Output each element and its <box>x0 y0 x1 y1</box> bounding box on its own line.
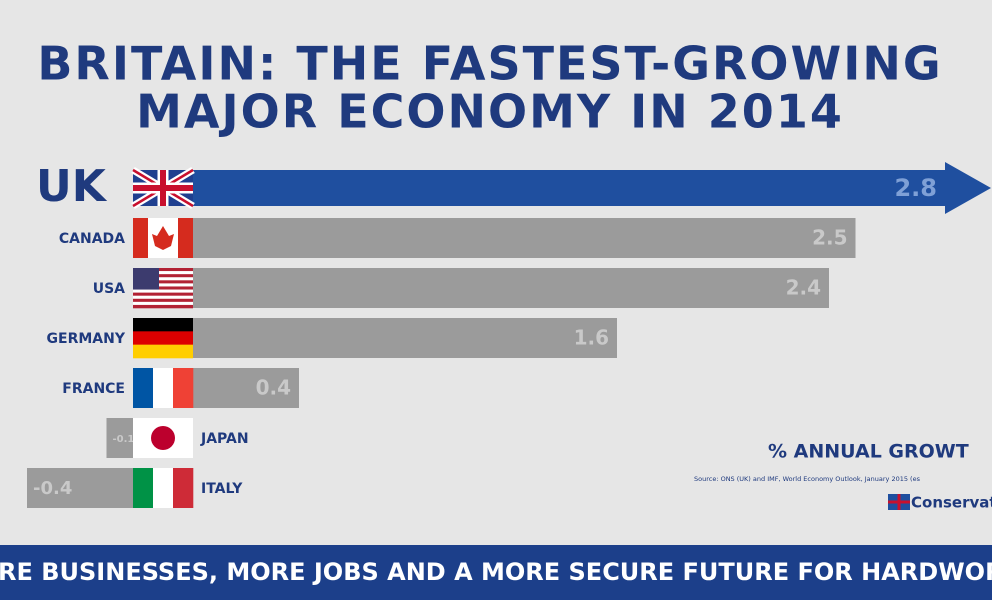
value-label: 2.5 <box>812 226 847 250</box>
category-label: CANADA <box>59 231 125 247</box>
flag-part <box>133 268 193 272</box>
flag-part <box>133 344 193 359</box>
flag-part <box>133 268 159 290</box>
flag-part <box>133 274 193 278</box>
flag <box>133 268 193 309</box>
flag-part <box>133 298 193 303</box>
category-label: ITALY <box>201 481 243 497</box>
flag-part <box>133 170 193 206</box>
bar <box>27 468 133 508</box>
flag-part <box>133 368 154 408</box>
flag-part <box>133 283 193 287</box>
flag-part <box>133 304 193 309</box>
category-label: USA <box>93 281 125 297</box>
bar <box>193 268 829 308</box>
flag-part <box>173 468 194 508</box>
flag <box>133 318 193 359</box>
flag <box>131 166 195 210</box>
flag-part <box>133 271 193 275</box>
bar <box>193 162 991 214</box>
value-label: -0.1 <box>113 434 135 445</box>
flag-part <box>133 301 193 306</box>
flag <box>133 418 193 458</box>
value-label: 0.4 <box>256 376 291 400</box>
flag-part <box>133 292 193 296</box>
bar <box>193 368 299 408</box>
logo: Conservati <box>911 494 992 512</box>
flag-part <box>173 368 194 408</box>
flag-part <box>133 277 193 281</box>
flag-part <box>133 331 193 345</box>
category-label: JAPAN <box>200 431 249 447</box>
banner-bg <box>0 545 992 600</box>
bar <box>106 418 133 458</box>
logo-icon <box>888 494 910 510</box>
value-label: 2.8 <box>894 174 937 202</box>
flag-part <box>153 368 174 408</box>
category-label: GERMANY <box>47 331 126 347</box>
category-label: UK <box>36 161 108 212</box>
flag-part <box>133 286 193 290</box>
value-label: 1.6 <box>574 326 609 350</box>
flag-part <box>151 426 175 450</box>
bar <box>193 318 617 358</box>
value-label: -0.4 <box>33 478 72 499</box>
flag-part <box>133 318 193 332</box>
category-label: FRANCE <box>62 381 125 397</box>
chart-title: MAJOR ECONOMY IN 2014 <box>136 85 844 139</box>
flag-part <box>152 226 174 250</box>
flag-part <box>153 468 174 508</box>
flag-part <box>133 295 193 300</box>
flag-part <box>178 218 193 258</box>
banner: RE BUSINESSES, MORE JOBS AND A MORE SECU… <box>0 558 992 586</box>
flag-part <box>133 218 148 258</box>
flag <box>133 218 193 258</box>
flag <box>133 368 194 408</box>
bar <box>193 218 856 258</box>
flag-part <box>133 468 154 508</box>
chart-title: BRITAIN: THE FASTEST-GROWING <box>37 37 942 91</box>
flag <box>133 468 194 508</box>
value-axis-label: % ANNUAL GROWT <box>768 441 969 463</box>
source: Source: ONS (UK) and IMF, World Economy … <box>694 475 921 483</box>
flag-part <box>133 280 193 284</box>
value-label: 2.4 <box>786 276 821 300</box>
flag-part <box>133 289 193 293</box>
